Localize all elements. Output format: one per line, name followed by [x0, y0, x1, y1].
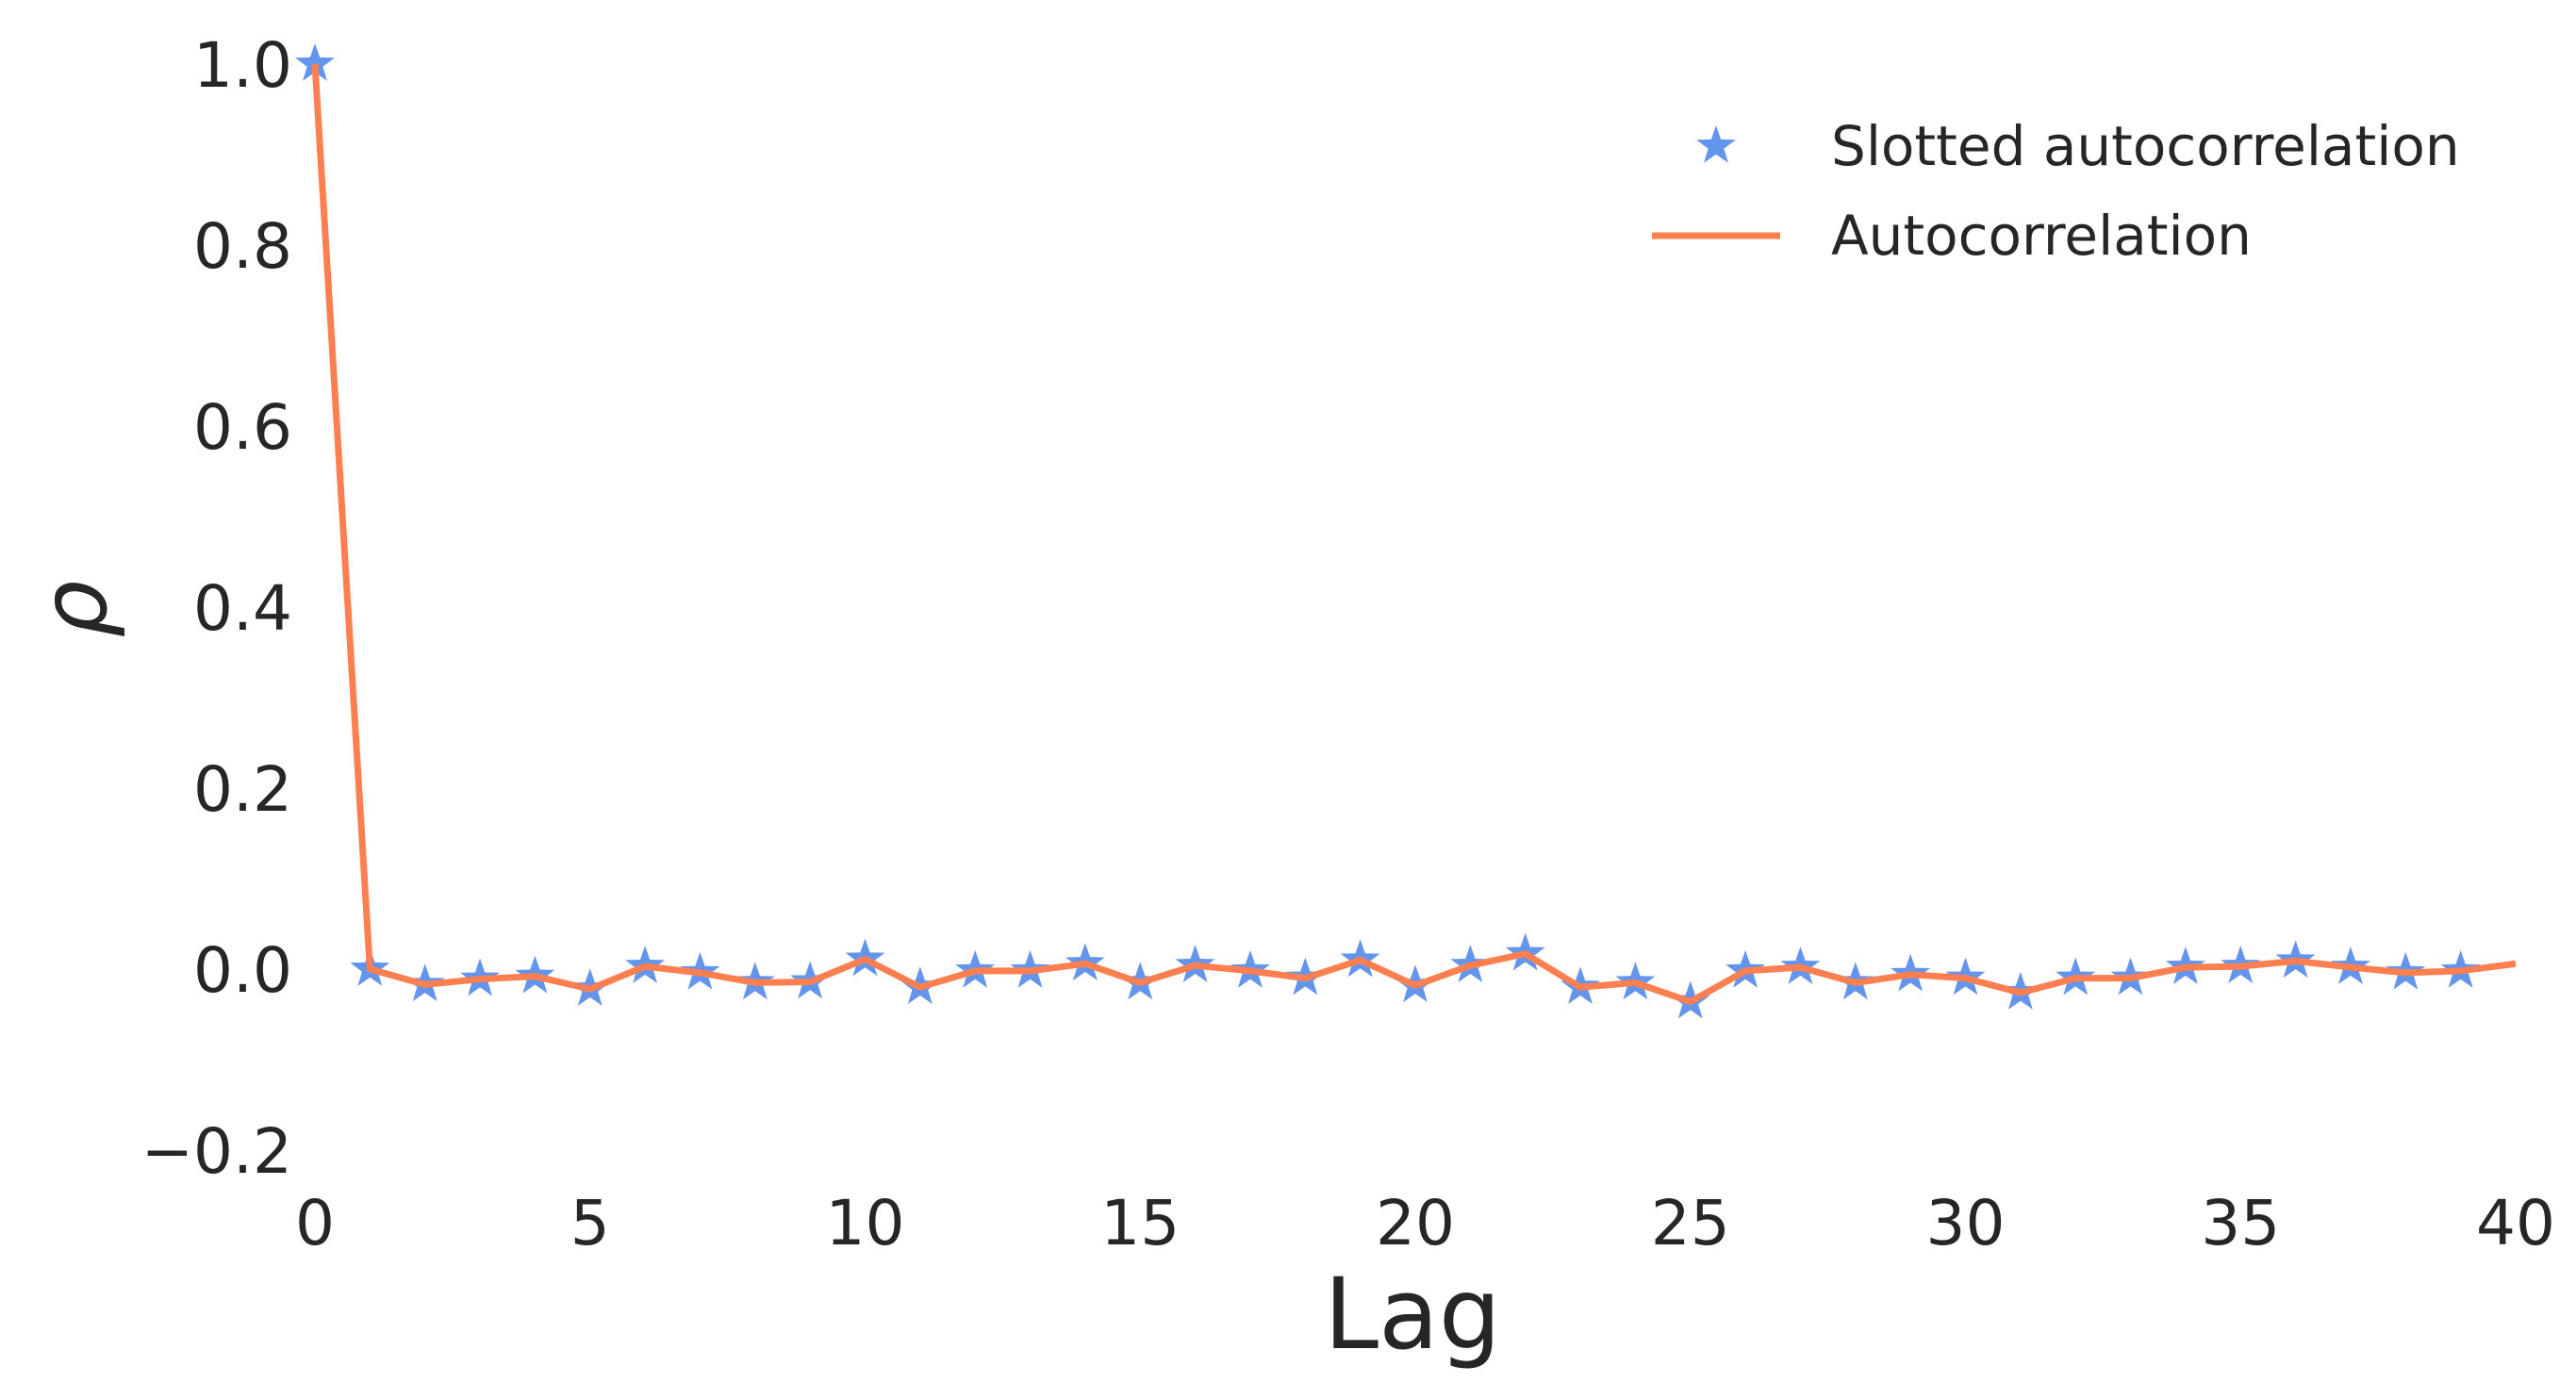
y-axis-title: ρ [22, 581, 127, 638]
legend-label-autocorrelation: Autocorrelation [1831, 204, 2252, 268]
y-tick-label: 0.8 [193, 210, 292, 283]
x-axis-title: Lag [1324, 1257, 1501, 1372]
y-tick-label: 0.0 [193, 934, 292, 1007]
y-tick-label: 1.0 [193, 29, 292, 102]
y-axis-ticks: −0.2 0.0 0.2 0.4 0.6 0.8 1.0 [141, 29, 292, 1188]
x-tick-label: 25 [1651, 1187, 1730, 1259]
x-tick-label: 10 [826, 1187, 905, 1259]
y-tick-label: 0.4 [193, 572, 292, 645]
x-axis-ticks: 0 5 10 15 20 25 30 35 40 [295, 1187, 2555, 1259]
x-tick-label: 15 [1100, 1187, 1180, 1259]
autocorrelation-line [311, 63, 2517, 1006]
legend: Slotted autocorrelation Autocorrelation [1652, 114, 2460, 268]
legend-label-slotted: Slotted autocorrelation [1831, 114, 2460, 178]
star-point [295, 43, 335, 81]
y-tick-label: 0.6 [193, 391, 292, 464]
legend-star-marker [1696, 125, 1736, 163]
y-tick-label: 0.2 [193, 753, 292, 826]
x-tick-label: 35 [2201, 1187, 2280, 1259]
y-tick-label: −0.2 [141, 1115, 292, 1188]
x-tick-label: 0 [295, 1187, 335, 1259]
x-tick-label: 5 [570, 1187, 610, 1259]
x-tick-label: 40 [2476, 1187, 2555, 1259]
legend-star-shape [1696, 125, 1736, 163]
plot-area [295, 43, 2517, 1019]
x-tick-label: 30 [1926, 1187, 2006, 1259]
x-tick-label: 20 [1376, 1187, 1455, 1259]
